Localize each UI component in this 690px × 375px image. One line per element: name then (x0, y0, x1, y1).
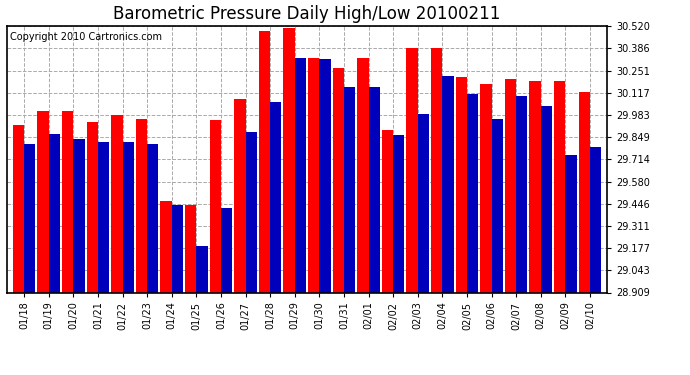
Bar (319, 59, 331, 292)
Bar (308, 58, 319, 292)
Bar (295, 58, 306, 292)
Bar (382, 130, 393, 292)
Bar (259, 31, 270, 292)
Bar (480, 84, 491, 292)
Bar (491, 119, 503, 292)
Bar (529, 81, 541, 292)
Bar (516, 96, 527, 292)
Bar (541, 106, 552, 292)
Bar (393, 135, 404, 292)
Bar (431, 48, 442, 292)
Bar (246, 132, 257, 292)
Bar (455, 78, 467, 292)
Bar (160, 201, 172, 292)
Bar (123, 142, 134, 292)
Bar (111, 116, 123, 292)
Bar (37, 111, 49, 292)
Bar (136, 119, 147, 292)
Bar (49, 134, 60, 292)
Bar (590, 147, 601, 292)
Bar (579, 92, 590, 292)
Bar (221, 208, 233, 292)
Bar (24, 144, 35, 292)
Bar (505, 79, 516, 292)
Bar (234, 99, 246, 292)
Bar (87, 122, 98, 292)
Bar (344, 87, 355, 292)
Bar (368, 87, 380, 292)
Text: Copyright 2010 Cartronics.com: Copyright 2010 Cartronics.com (10, 32, 162, 42)
Bar (13, 125, 24, 292)
Bar (197, 246, 208, 292)
Bar (467, 94, 478, 292)
Bar (284, 28, 295, 292)
Bar (210, 120, 221, 292)
Bar (565, 155, 577, 292)
Bar (442, 76, 454, 292)
Bar (62, 111, 73, 292)
Bar (185, 205, 197, 292)
Bar (333, 68, 344, 292)
Bar (98, 142, 109, 292)
Bar (172, 205, 183, 292)
Title: Barometric Pressure Daily High/Low 20100211: Barometric Pressure Daily High/Low 20100… (113, 5, 501, 23)
Bar (554, 81, 565, 292)
Bar (270, 102, 282, 292)
Bar (406, 48, 417, 292)
Bar (417, 114, 429, 292)
Bar (357, 58, 368, 292)
Bar (147, 144, 159, 292)
Bar (73, 139, 85, 292)
